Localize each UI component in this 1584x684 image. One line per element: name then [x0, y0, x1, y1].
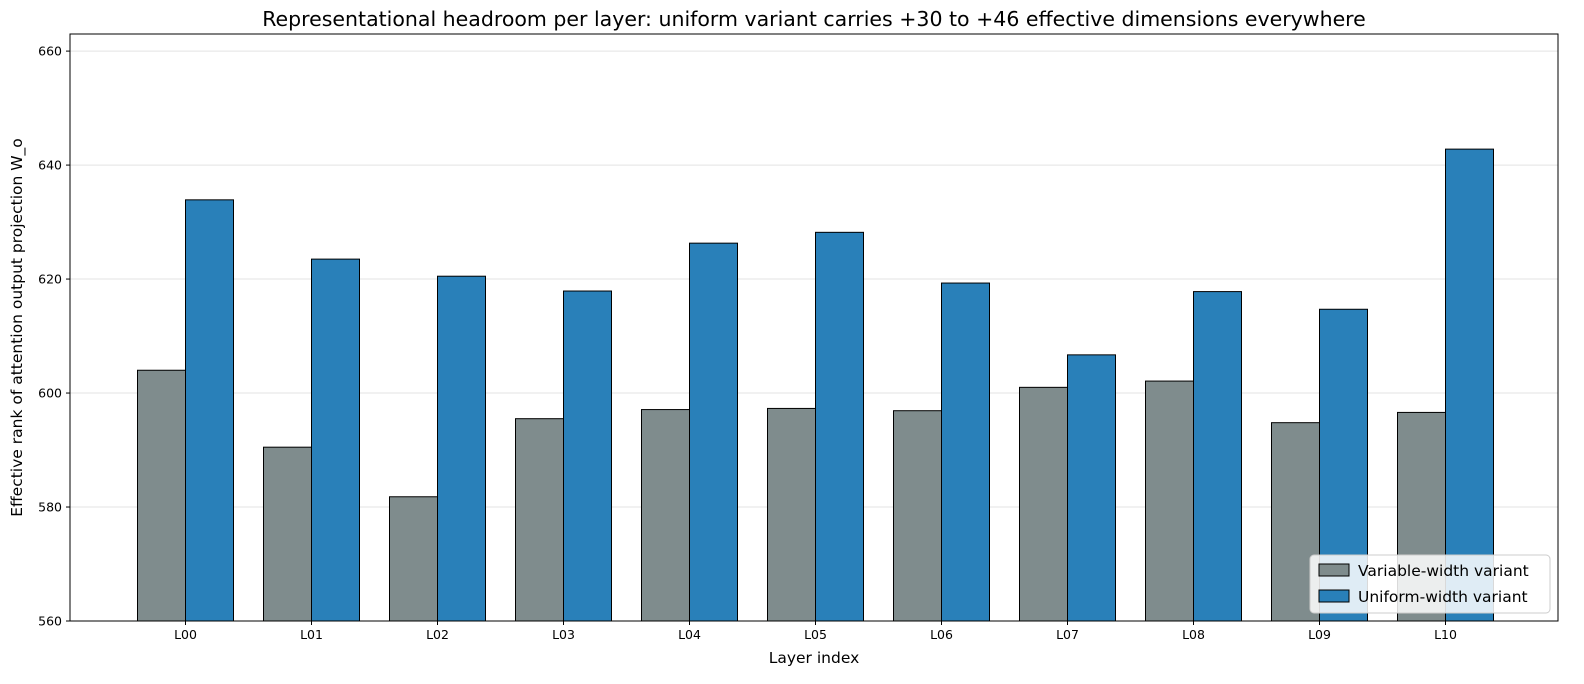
- y-tick-label: 600: [38, 386, 62, 401]
- legend-box: [1309, 554, 1551, 614]
- x-axis-ticks: L00 L01 L02 L03 L04 L05 L06 L07 L08 L09 L10: [174, 621, 1457, 642]
- bar-variable-width: [1145, 380, 1194, 622]
- x-tick-label: L07: [1056, 627, 1079, 642]
- bar-variable-width: [767, 407, 816, 622]
- bars: [137, 148, 1494, 622]
- bar-uniform-width: [941, 282, 990, 622]
- bar-variable-width: [641, 409, 690, 622]
- x-tick-label: L09: [1308, 627, 1331, 642]
- y-tick-label: 580: [38, 500, 62, 515]
- x-tick-label: L00: [174, 627, 197, 642]
- y-tick-label: 560: [38, 614, 62, 629]
- y-axis-ticks: 560 580 600 620 640 660: [38, 44, 70, 629]
- legend-label: Variable-width variant: [1358, 562, 1529, 580]
- bar-variable-width: [1019, 386, 1068, 622]
- y-axis-label: Effective rank of attention output proje…: [8, 138, 27, 517]
- legend: Variable-width variant Uniform-width vari…: [1309, 554, 1551, 614]
- bar-uniform-width: [815, 231, 864, 622]
- x-axis-label: Layer index: [769, 649, 860, 667]
- bar-uniform-width: [1445, 148, 1494, 622]
- bar-uniform-width: [563, 290, 612, 622]
- bar-variable-width: [389, 496, 438, 622]
- legend-label: Uniform-width variant: [1358, 588, 1528, 606]
- x-tick-label: L10: [1434, 627, 1457, 642]
- y-tick-label: 640: [38, 158, 62, 173]
- y-tick-label: 660: [38, 44, 62, 59]
- x-tick-label: L02: [426, 627, 449, 642]
- bar-variable-width: [515, 418, 564, 622]
- bar-uniform-width: [689, 242, 738, 622]
- legend-swatch: [1318, 589, 1350, 603]
- x-tick-label: L06: [930, 627, 953, 642]
- x-tick-label: L05: [804, 627, 827, 642]
- x-tick-label: L03: [552, 627, 575, 642]
- plot-frame: [69, 33, 1559, 622]
- y-tick-label: 620: [38, 272, 62, 287]
- bar-variable-width: [137, 369, 186, 622]
- x-tick-label: L04: [678, 627, 701, 642]
- bar-uniform-width: [1067, 354, 1116, 622]
- bar-uniform-width: [437, 275, 486, 622]
- bar-uniform-width: [1193, 291, 1242, 622]
- x-tick-label: L08: [1182, 627, 1205, 642]
- bar-uniform-width: [185, 199, 234, 622]
- chart-title: Representational headroom per layer: uni…: [262, 7, 1366, 31]
- bar-uniform-width: [311, 258, 360, 622]
- bar-variable-width: [263, 446, 312, 622]
- x-tick-label: L01: [300, 627, 323, 642]
- legend-swatch: [1318, 563, 1350, 577]
- bar-variable-width: [893, 410, 942, 622]
